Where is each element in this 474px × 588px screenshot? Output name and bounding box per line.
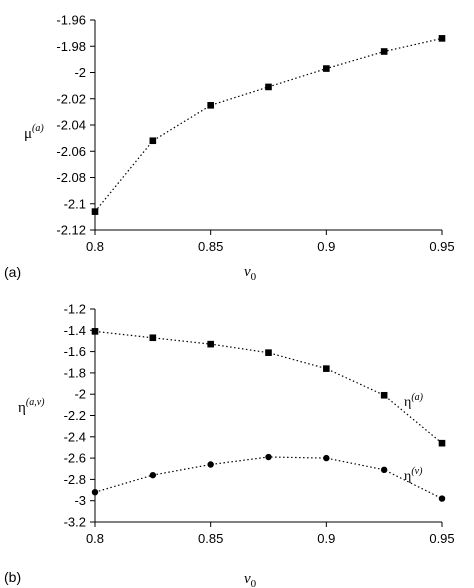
panel-a-label: (a) [4, 264, 21, 280]
panel-a-y-tick-label: -2.1 [64, 196, 86, 211]
panel-b-x-axis-symbol: v [244, 571, 251, 587]
panel-b-y-tick-label: -2.8 [64, 472, 86, 487]
panel-b-x-tick-label: 0.85 [198, 531, 223, 546]
panel-b-x-axis-title: v0 [244, 571, 257, 588]
panel-b-x-tick-label: 0.8 [86, 531, 104, 546]
panel-a-y-axis-title: μ(a) [24, 123, 44, 142]
panel-b-series-1-point [91, 328, 99, 335]
panel-b-series-2-point [265, 453, 272, 461]
panel-a-x-axis-title: v0 [244, 264, 257, 283]
panel-a-x-tick-label: 0.8 [86, 239, 104, 254]
panel-a-y-tick-label: -2.02 [56, 91, 86, 106]
panel-b-x-axis-subscript: 0 [251, 578, 257, 588]
panel-a-x-tick-label: 0.85 [198, 239, 223, 254]
panel-a-series-1-point [149, 137, 157, 145]
series-eta-a-label: η(a) [404, 392, 424, 410]
panel-b-y-axis-symbol: η [18, 400, 26, 416]
panel-b-label: (b) [4, 569, 21, 585]
panel-a-y-tick-label: -2 [74, 65, 86, 80]
panel-b: (b) η(a,v) v0 η(a) η(v) -1.2-1.4-1.6-1.8… [4, 302, 455, 588]
panel-b-y-tick-label: -1.2 [64, 302, 86, 317]
panel-b-series-2-point [149, 471, 157, 479]
panel-b-series-2-point [323, 454, 330, 462]
panel-b-y-tick-label: -1.4 [64, 323, 86, 338]
panel-b-y-tick-label: -2 [74, 387, 86, 402]
panel-a-y-tick-label: -1.96 [56, 13, 86, 28]
panel-a-y-tick-label: -2.08 [56, 170, 86, 185]
panel-b-y-tick-label: -3.2 [64, 515, 86, 530]
panel-b-x-tick-label: 0.9 [317, 531, 335, 546]
panel-a-y-axis-symbol: μ [24, 126, 32, 142]
panel-b-y-tick-label: -1.6 [64, 344, 86, 359]
panel-b-x-tick-label: 0.95 [429, 531, 454, 546]
panel-b-series-1-point [265, 349, 272, 356]
panel-a-y-tick-label: -2.04 [56, 118, 86, 133]
panel-a-x-tick-label: 0.9 [317, 239, 335, 254]
panel-a-series-1-point [91, 208, 99, 215]
series-eta-v-superscript: (v) [411, 466, 423, 477]
panel-a-x-axis-subscript: 0 [251, 271, 257, 283]
panel-a-y-tick-label: -2.12 [56, 223, 86, 238]
panel-a-y-axis-superscript: (a) [32, 123, 44, 134]
panel-b-series-1-point [380, 391, 388, 399]
panel-a: (a) μ(a) v0 -1.96-1.98-2-2.02-2.04-2.06-… [4, 13, 455, 284]
panel-a-y-tick-label: -2.06 [56, 144, 86, 159]
panel-b-y-tick-label: -1.8 [64, 365, 86, 380]
panel-b-series-2-line [94, 456, 443, 500]
panel-b-series-1-point [207, 340, 214, 348]
panel-b-series-1-point [438, 439, 446, 447]
panel-b-series-2-point [91, 488, 99, 496]
panel-b-y-axis-title: η(a,v) [18, 397, 45, 416]
panel-a-y-tick-label: -1.98 [56, 39, 86, 54]
panel-a-series-1-point [438, 35, 446, 42]
panel-b-y-axis-superscript: (a,v) [26, 397, 45, 408]
panel-a-x-axis-symbol: v [244, 264, 251, 280]
series-eta-a-superscript: (a) [411, 392, 423, 403]
panel-a-x-tick-label: 0.95 [429, 239, 454, 254]
panel-b-series-1-point [149, 334, 157, 342]
panel-b-series-2-point [438, 495, 446, 502]
panel-a-series-1-point [380, 48, 388, 55]
panel-b-series-1-point [323, 365, 330, 372]
series-eta-v-symbol: η [404, 469, 411, 484]
panel-b-y-tick-label: -2.6 [64, 451, 86, 466]
panel-a-series-1-point [265, 83, 272, 91]
panel-b-y-tick-label: -2.4 [64, 429, 86, 444]
panel-b-series-2-point [380, 466, 388, 474]
series-eta-v-label: η(v) [404, 466, 423, 484]
panel-a-series-1-line [94, 37, 443, 212]
panel-b-series-1-line [94, 330, 443, 444]
panel-a-series-1-point [207, 102, 214, 109]
series-eta-a-symbol: η [404, 395, 411, 410]
panel-a-series-1-point [323, 65, 330, 72]
panel-b-y-tick-label: -2.2 [64, 408, 86, 423]
panel-b-series-2-point [207, 461, 214, 468]
panel-b-y-tick-label: -3 [74, 493, 86, 508]
